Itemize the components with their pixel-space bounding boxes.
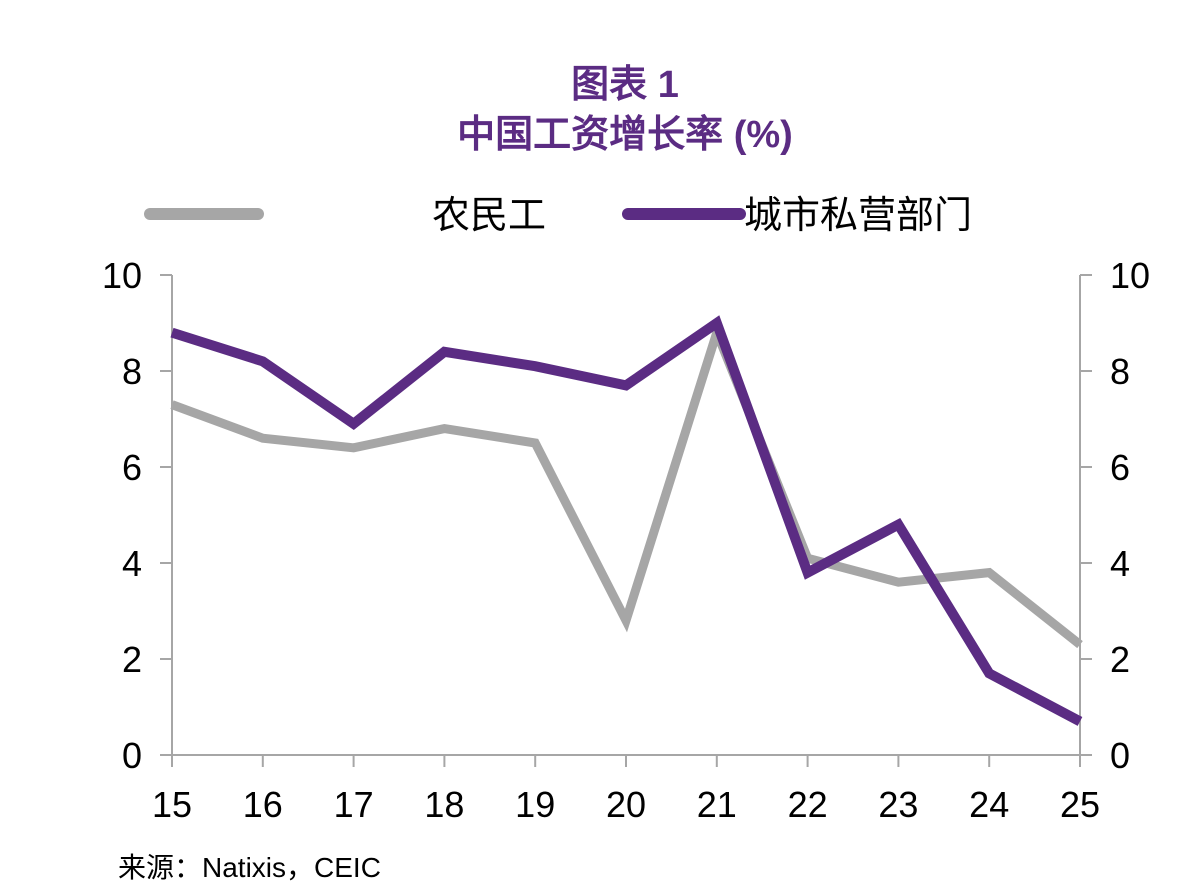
x-tick-label: 23 — [878, 784, 918, 825]
x-tick-label: 18 — [424, 784, 464, 825]
source-note: 来源：Natixis，CEIC — [118, 846, 381, 886]
x-tick-label: 17 — [334, 784, 374, 825]
left-y-tick-label: 2 — [122, 639, 142, 680]
legend-label-1: 农民工 — [432, 193, 546, 237]
x-tick-label: 16 — [243, 784, 283, 825]
x-tick-label: 22 — [788, 784, 828, 825]
x-tick-label: 19 — [515, 784, 555, 825]
right-y-tick-label: 10 — [1110, 255, 1150, 296]
left-y-tick-label: 0 — [122, 735, 142, 776]
right-y-tick-label: 2 — [1110, 639, 1130, 680]
left-y-tick-label: 8 — [122, 351, 142, 392]
legend: 农民工 城市私营部门 — [150, 193, 972, 237]
left-y-tick-label: 4 — [122, 543, 142, 584]
series-line-2 — [172, 323, 1080, 721]
left-y-tick-label: 6 — [122, 447, 142, 488]
left-y-tick-label: 10 — [102, 255, 142, 296]
right-y-tick-label: 4 — [1110, 543, 1130, 584]
right-y-tick-label: 6 — [1110, 447, 1130, 488]
right-y-tick-label: 8 — [1110, 351, 1130, 392]
x-tick-label: 21 — [697, 784, 737, 825]
legend-label-2: 城市私营部门 — [744, 193, 972, 237]
series-lines — [172, 323, 1080, 722]
x-tick-label: 20 — [606, 784, 646, 825]
right-y-tick-label: 0 — [1110, 735, 1130, 776]
x-tick-label: 24 — [969, 784, 1009, 825]
x-tick-label: 15 — [152, 784, 192, 825]
x-tick-label: 25 — [1060, 784, 1100, 825]
